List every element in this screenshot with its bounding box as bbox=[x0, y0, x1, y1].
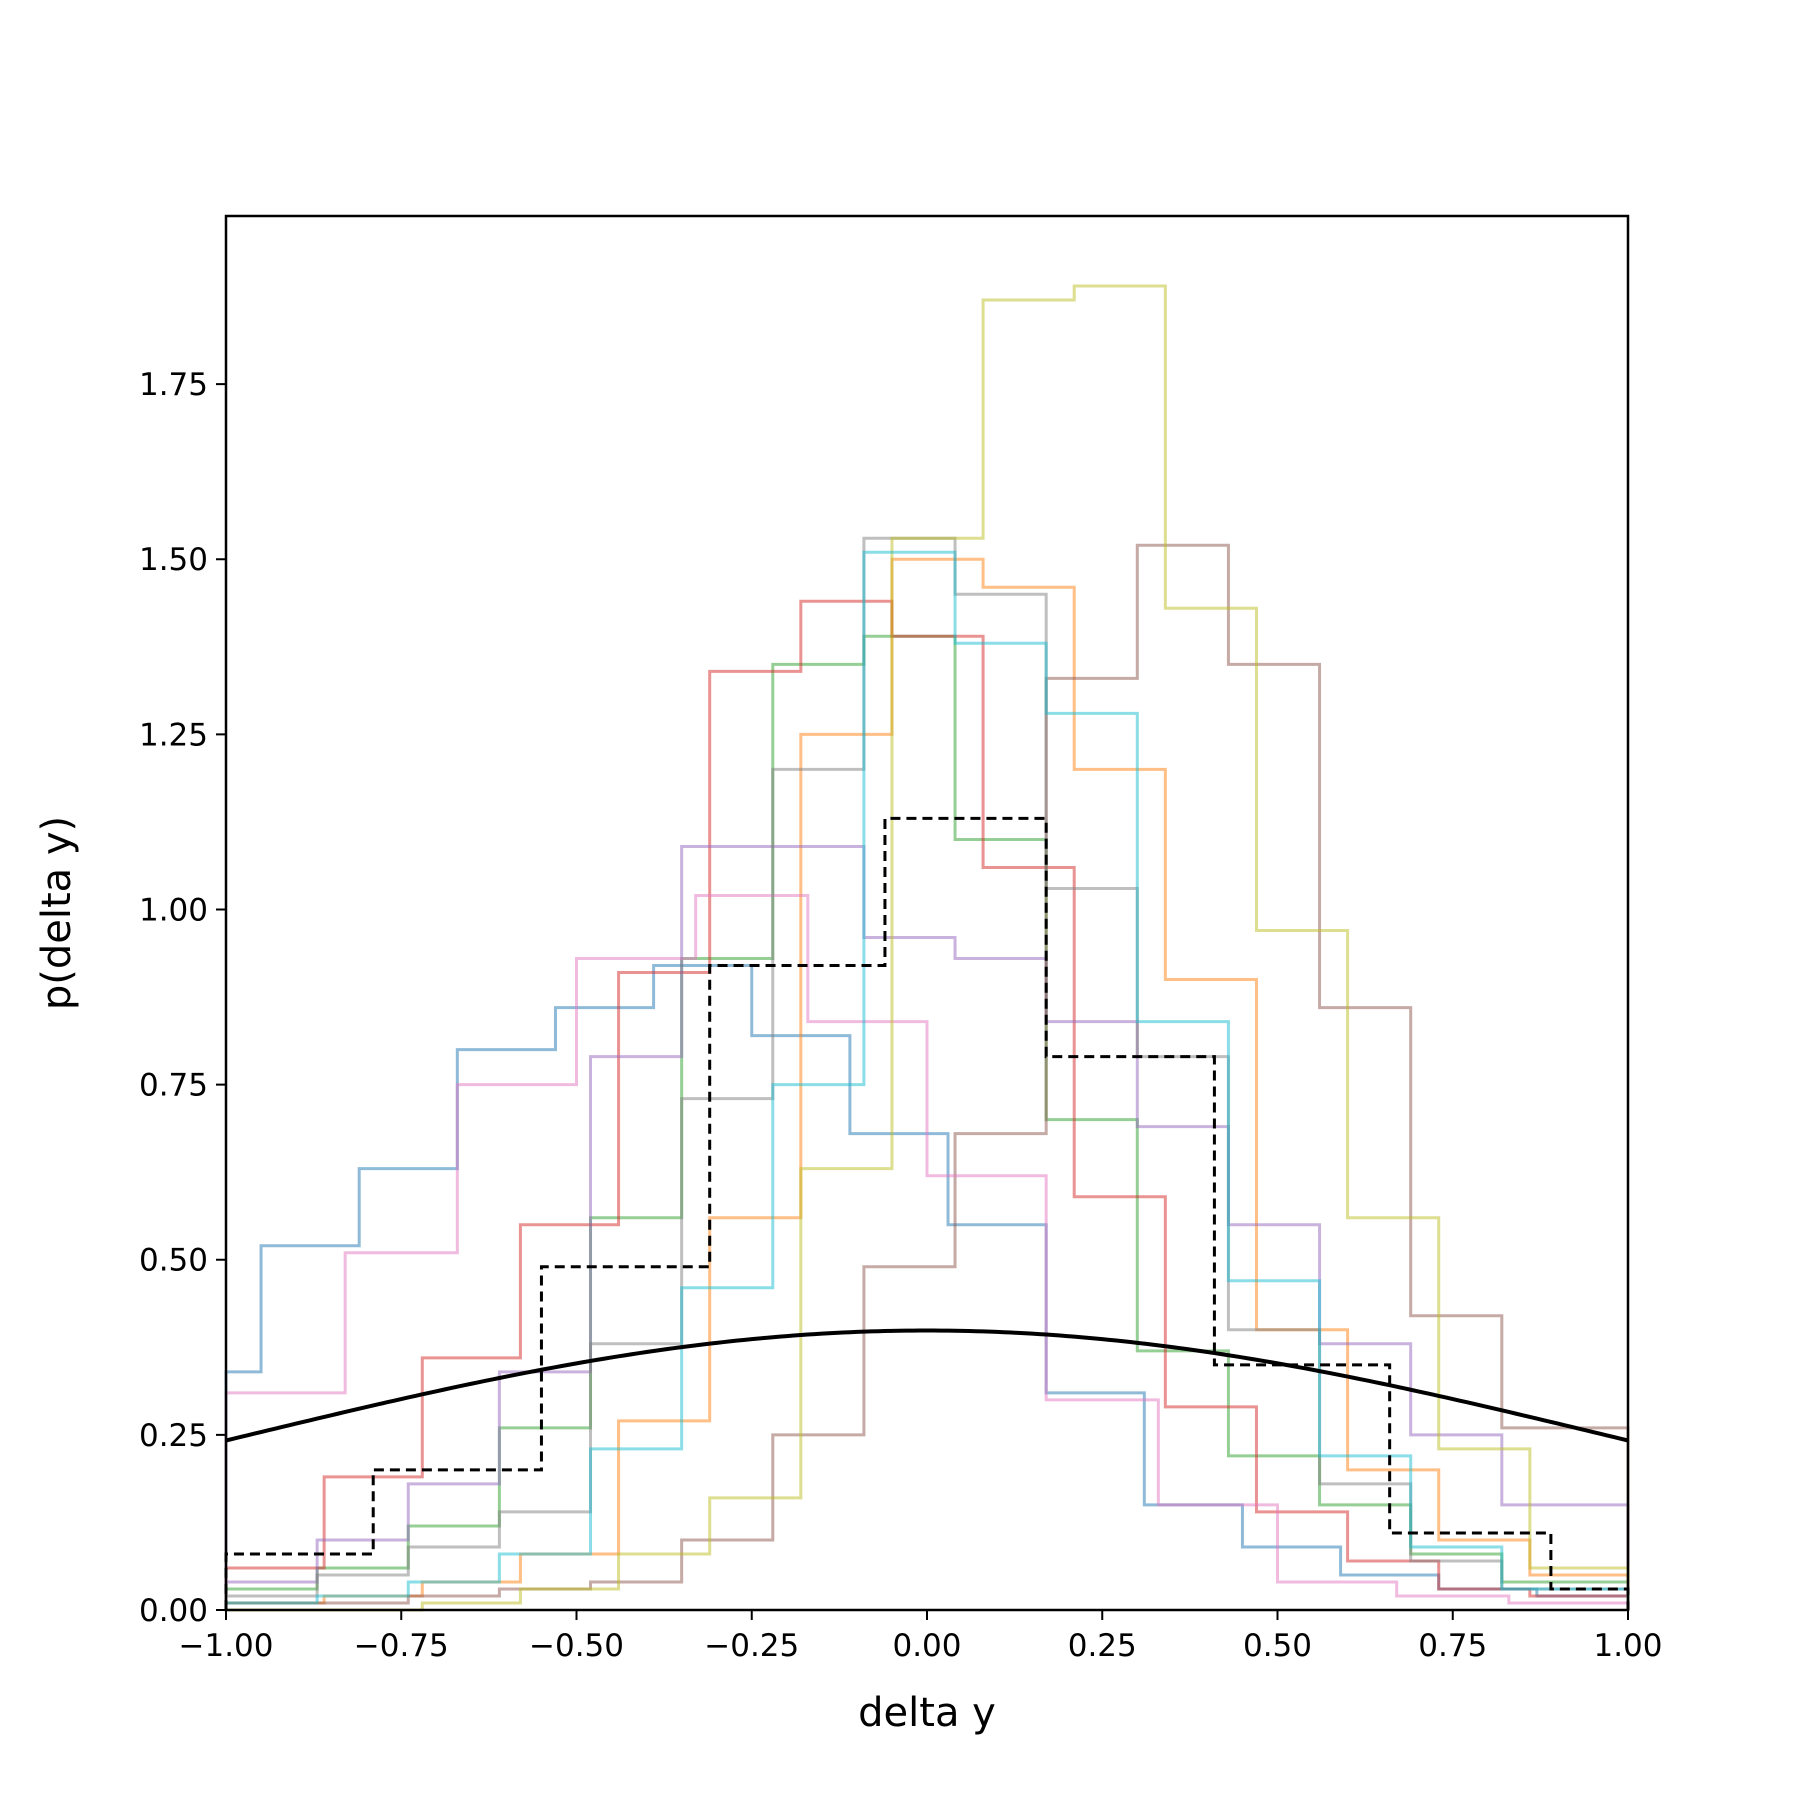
y-axis-label: p(delta y) bbox=[34, 816, 80, 1010]
x-tick-label: −0.50 bbox=[529, 1628, 624, 1664]
x-tick-label: 0.75 bbox=[1418, 1628, 1487, 1664]
plot-frame bbox=[224, 214, 1630, 1612]
normal-pdf-curve bbox=[225, 1328, 1629, 1443]
y-tick-label: 1.50 bbox=[139, 542, 208, 578]
y-tick-label: 0.25 bbox=[139, 1418, 208, 1454]
histogram-series-9 bbox=[226, 284, 1630, 1612]
histogram-series-6 bbox=[224, 543, 1630, 1610]
y-tick-label: 0.50 bbox=[139, 1243, 208, 1279]
x-tick-label: −0.25 bbox=[704, 1628, 799, 1664]
x-tick-label: 0.25 bbox=[1068, 1628, 1137, 1664]
histogram-series-1 bbox=[224, 964, 1630, 1610]
histogram-series-10 bbox=[224, 550, 1630, 1610]
y-tick-label: 1.00 bbox=[139, 892, 208, 928]
y-tick-label: 1.75 bbox=[139, 367, 208, 403]
x-tick-label: −1.00 bbox=[179, 1628, 274, 1664]
x-tick-label: 0.00 bbox=[892, 1628, 961, 1664]
aggregate-histogram-group bbox=[224, 816, 1630, 1610]
histogram-series-7 bbox=[224, 893, 1630, 1610]
x-axis-label: delta y bbox=[858, 1690, 996, 1736]
x-tick-label: 1.00 bbox=[1593, 1628, 1662, 1664]
y-tick-label: 1.25 bbox=[139, 717, 208, 753]
y-tick-label: 0.00 bbox=[139, 1593, 208, 1629]
x-tick-label: −0.75 bbox=[354, 1628, 449, 1664]
x-tick-label: 0.50 bbox=[1243, 1628, 1312, 1664]
normal-curve-group bbox=[225, 1328, 1629, 1443]
histogram-series-5 bbox=[224, 844, 1630, 1610]
y-tick-label: 0.75 bbox=[139, 1068, 208, 1104]
x-axis-ticks: −1.00 −0.75 −0.50 −0.25 0.00 0.25 0.50 0.75 1.00 bbox=[179, 1610, 1663, 1664]
histogram-series-group bbox=[224, 284, 1630, 1612]
aggregate-histogram bbox=[224, 816, 1630, 1610]
y-axis-ticks: 0.00 0.25 0.50 0.75 1.00 1.25 1.50 1.75 bbox=[139, 367, 226, 1629]
